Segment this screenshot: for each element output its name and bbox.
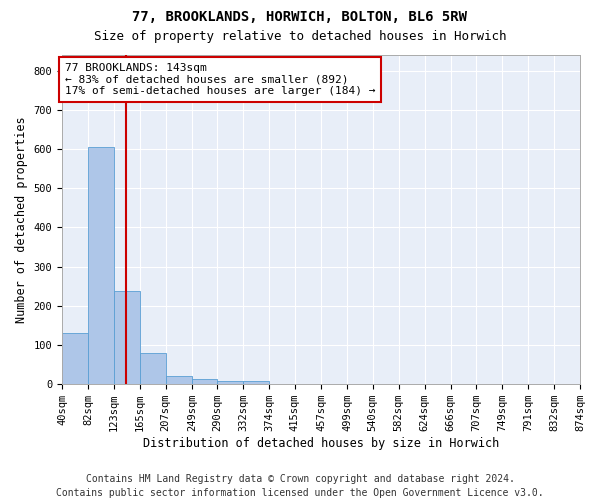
X-axis label: Distribution of detached houses by size in Horwich: Distribution of detached houses by size … (143, 437, 499, 450)
Bar (192, 379, 217, 384)
Bar (113, 291, 140, 384)
Text: Size of property relative to detached houses in Horwich: Size of property relative to detached ho… (94, 30, 506, 43)
Bar (62, 334, 88, 384)
Text: 77, BROOKLANDS, HORWICH, BOLTON, BL6 5RW: 77, BROOKLANDS, HORWICH, BOLTON, BL6 5RW (133, 10, 467, 24)
Bar (244, 380, 269, 384)
Bar (140, 353, 166, 384)
Y-axis label: Number of detached properties: Number of detached properties (15, 116, 28, 323)
Bar (217, 380, 244, 384)
Text: 77 BROOKLANDS: 143sqm
← 83% of detached houses are smaller (892)
17% of semi-det: 77 BROOKLANDS: 143sqm ← 83% of detached … (65, 63, 375, 96)
Text: Contains HM Land Registry data © Crown copyright and database right 2024.
Contai: Contains HM Land Registry data © Crown c… (56, 474, 544, 498)
Bar (166, 376, 192, 384)
Bar (88, 147, 113, 384)
